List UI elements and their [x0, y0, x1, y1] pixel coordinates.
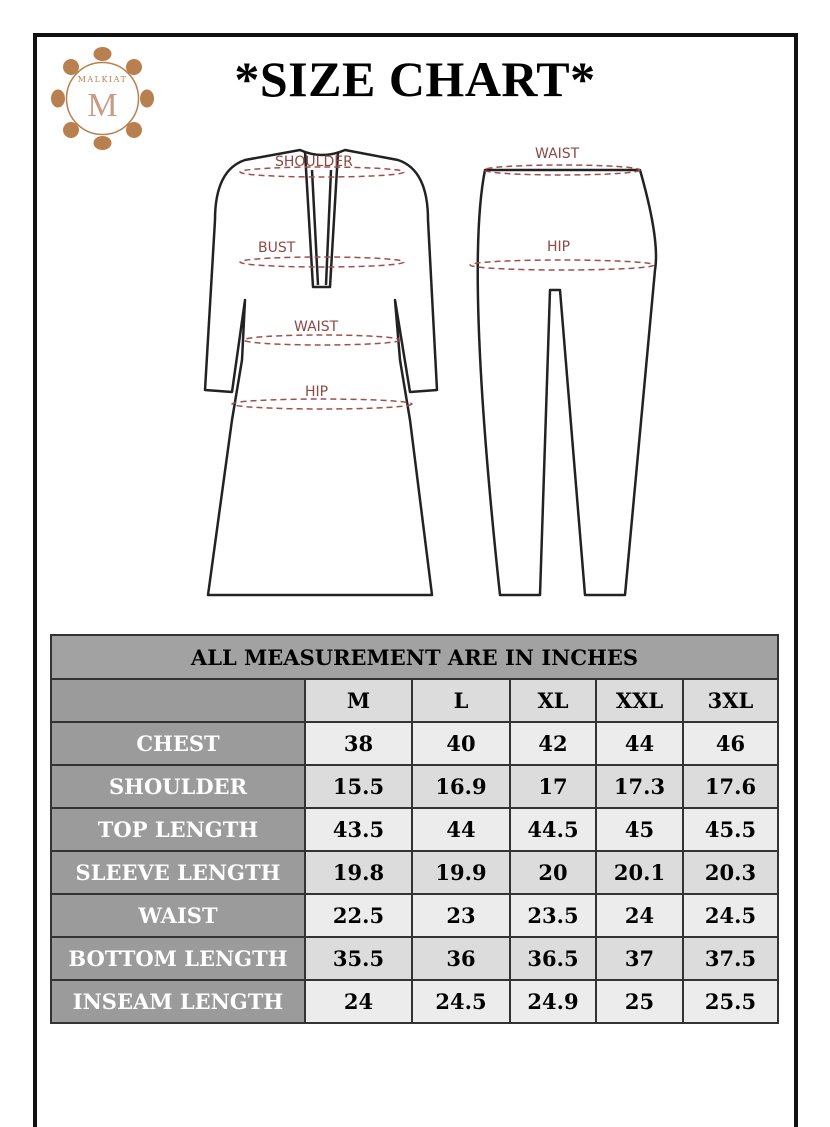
measurement-cell: 17.6 — [682, 764, 779, 809]
measurement-cell: 37 — [595, 936, 684, 981]
svg-text:MALKIAT: MALKIAT — [78, 75, 128, 84]
measurement-cell: 37.5 — [682, 936, 779, 981]
measurement-cell: 45.5 — [682, 807, 779, 852]
diagram-label-hip: HIP — [305, 384, 328, 400]
measurement-cell: 44.5 — [509, 807, 597, 852]
measurement-cell: 25.5 — [682, 979, 779, 1024]
table-row: SHOULDER 15.5 16.9 17 17.3 17.6 — [50, 764, 779, 809]
row-label: TOP LENGTH — [50, 807, 306, 852]
measurement-cell: 40 — [411, 721, 511, 766]
measurement-cell: 17.3 — [595, 764, 684, 809]
measurement-cell: 24 — [595, 893, 684, 938]
table-row: SLEEVE LENGTH 19.8 19.9 20 20.1 20.3 — [50, 850, 779, 895]
measurement-cell: 17 — [509, 764, 597, 809]
measurement-cell: 25 — [595, 979, 684, 1024]
size-header: M — [304, 678, 413, 723]
measurement-cell: 20.3 — [682, 850, 779, 895]
empty-header-cell — [50, 678, 306, 723]
measurement-cell: 44 — [411, 807, 511, 852]
measurement-cell: 36 — [411, 936, 511, 981]
table-caption: ALL MEASUREMENT ARE IN INCHES — [50, 634, 779, 680]
row-label: CHEST — [50, 721, 306, 766]
measurement-cell: 20 — [509, 850, 597, 895]
measurement-cell: 15.5 — [304, 764, 413, 809]
svg-text:M: M — [87, 87, 117, 124]
table-row: BOTTOM LENGTH 35.5 36 36.5 37 37.5 — [50, 936, 779, 981]
size-header: XXL — [595, 678, 684, 723]
malkiat-logo: MALKIAT M — [51, 47, 154, 150]
size-header-row: M L XL XXL 3XL — [50, 678, 779, 723]
size-chart-table: ALL MEASUREMENT ARE IN INCHES M L XL XXL… — [50, 634, 779, 1024]
measurement-cell: 35.5 — [304, 936, 413, 981]
row-label: SLEEVE LENGTH — [50, 850, 306, 895]
size-header: L — [411, 678, 511, 723]
kurta-outline — [203, 148, 439, 597]
diagram-label-pants-hip: HIP — [547, 239, 570, 255]
size-header: XL — [509, 678, 597, 723]
page-frame — [33, 33, 798, 1127]
row-label: SHOULDER — [50, 764, 306, 809]
measurement-cell: 24.9 — [509, 979, 597, 1024]
measurement-cell: 46 — [682, 721, 779, 766]
measurement-cell: 23.5 — [509, 893, 597, 938]
row-label: WAIST — [50, 893, 306, 938]
measurement-cell: 16.9 — [411, 764, 511, 809]
diagram-label-bust: BUST — [258, 240, 296, 256]
measurement-cell: 19.9 — [411, 850, 511, 895]
page-title: *SIZE CHART* — [234, 51, 596, 107]
pants-outline — [476, 168, 658, 597]
measurement-cell: 24.5 — [682, 893, 779, 938]
diagram-label-waist: WAIST — [294, 319, 339, 335]
row-label: BOTTOM LENGTH — [50, 936, 306, 981]
measurement-cell: 20.1 — [595, 850, 684, 895]
measurement-cell: 36.5 — [509, 936, 597, 981]
measurement-cell: 45 — [595, 807, 684, 852]
measurement-cell: 22.5 — [304, 893, 413, 938]
measurement-cell: 42 — [509, 721, 597, 766]
row-label: INSEAM LENGTH — [50, 979, 306, 1024]
measurement-cell: 43.5 — [304, 807, 413, 852]
table-row: INSEAM LENGTH 24 24.5 24.9 25 25.5 — [50, 979, 779, 1024]
table-row: TOP LENGTH 43.5 44 44.5 45 45.5 — [50, 807, 779, 852]
measurement-cell: 19.8 — [304, 850, 413, 895]
measurement-cell: 44 — [595, 721, 684, 766]
diagram-label-pants-waist: WAIST — [535, 146, 580, 162]
diagram-label-shoulder: SHOULDER — [275, 154, 353, 170]
table-row: CHEST 38 40 42 44 46 — [50, 721, 779, 766]
size-header: 3XL — [682, 678, 779, 723]
measurement-cell: 23 — [411, 893, 511, 938]
garment-diagram: SHOULDER BUST WAIST HIP WAIST HIP — [203, 146, 658, 597]
measurement-cell: 24 — [304, 979, 413, 1024]
table-row: WAIST 22.5 23 23.5 24 24.5 — [50, 893, 779, 938]
table-caption-row: ALL MEASUREMENT ARE IN INCHES — [50, 634, 779, 680]
measurement-cell: 24.5 — [411, 979, 511, 1024]
measurement-cell: 38 — [304, 721, 413, 766]
